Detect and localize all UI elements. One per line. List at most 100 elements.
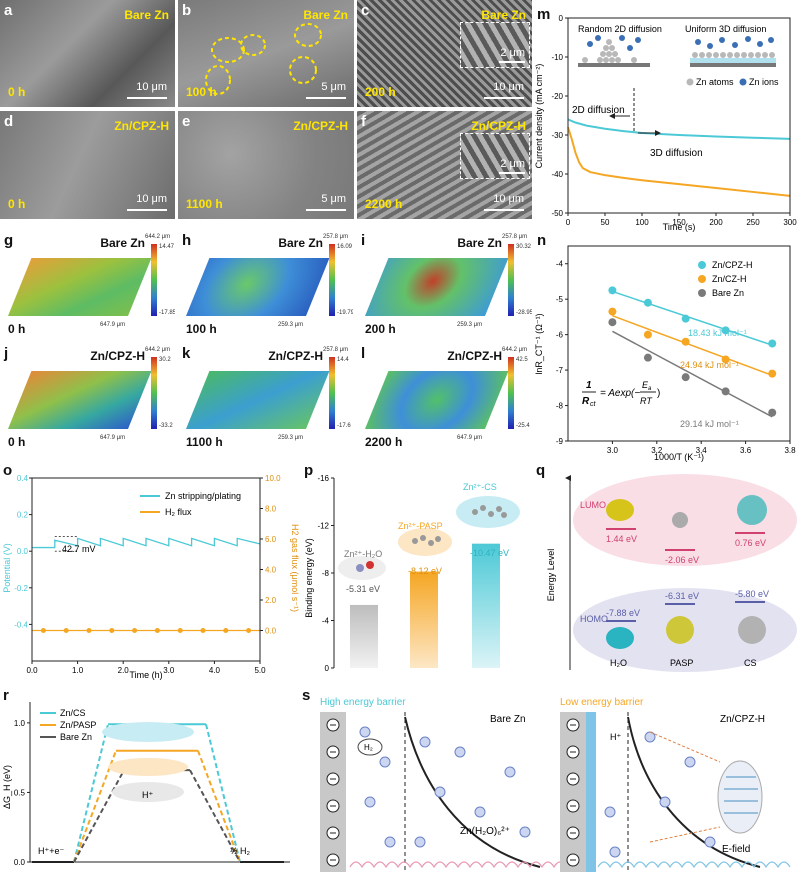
q-homo-0: -7.88 eV <box>606 608 640 618</box>
o-ytick-right: 10.0 <box>265 474 281 483</box>
map-cmax-l: 42.5 <box>516 357 528 363</box>
o-point <box>177 628 183 633</box>
panel-tag-h: h <box>182 232 192 249</box>
n-point <box>721 326 730 335</box>
panel-tag-a: a <box>4 2 13 19</box>
height-map-surface-k <box>186 371 330 429</box>
m-xtick: 300 <box>783 218 797 227</box>
o-ylabel-right: H2 gas flux (μmol s⁻¹) <box>290 524 300 612</box>
map-cmin-j: -33.2 <box>159 423 173 429</box>
r-cs-cloud <box>102 722 194 742</box>
o-xtick: 2.0 <box>118 666 130 675</box>
panel-tag-f: f <box>361 113 366 130</box>
n-legend-2: Bare Zn <box>712 288 744 298</box>
n-fit-2 <box>612 330 773 418</box>
map-cmax-g: 14.47 <box>159 244 175 250</box>
svg-text:a: a <box>648 386 652 392</box>
svg-text:= Aexp(−: = Aexp(− <box>600 388 640 399</box>
panel-tag-b: b <box>182 2 192 19</box>
panel-tag-c: c <box>361 2 370 19</box>
p-bar-0 <box>350 604 378 668</box>
p-ytick: -8 <box>322 569 330 578</box>
sem-inset-c: 2 μm <box>460 22 530 68</box>
o-point <box>246 628 252 633</box>
m-xtick: 100 <box>635 218 649 227</box>
colorbar-j <box>151 357 157 429</box>
r-fall-0 <box>205 724 241 863</box>
sem-image-c: c Bare Zn 200 h 10 μm 2 μm <box>357 0 532 107</box>
chart-m: Random 2D diffusion Uniform 3D diffusion… <box>534 14 797 232</box>
q-cs-homo-orbital <box>738 616 766 644</box>
n-point <box>643 298 652 307</box>
chart-r: 0.0 0.5 1.0 Zn/CS Zn/PASP Bare Zn H⁺ H⁺+e⁻… <box>2 702 290 867</box>
q-homo: HOMO <box>580 614 608 624</box>
height-map-surface-l <box>365 371 509 429</box>
p-cs-complex-cloud <box>456 496 520 528</box>
panel-tag-n: n <box>537 232 547 249</box>
q-pasp-homo-orbital <box>666 616 694 644</box>
n-xtick: 3.4 <box>696 446 708 455</box>
q-lumo-2: 0.76 eV <box>735 538 766 548</box>
m-ann-2d: 2D diffusion <box>572 105 625 116</box>
scale-bar-a <box>127 97 167 99</box>
scale-bar-b <box>306 97 346 99</box>
n-point <box>721 355 730 364</box>
map-cmax-k: 14.4 <box>337 357 349 363</box>
map-cmin-g: -17.85 <box>159 310 175 316</box>
zn-atom-legend-icon <box>686 78 694 86</box>
n-xtick: 3.0 <box>607 446 619 455</box>
map-side-i: 259.3 μm <box>457 322 483 328</box>
sem-label-d: Zn/CPZ-H <box>114 119 169 133</box>
sem-image-a: a Bare Zn 0 h 10 μm <box>0 0 175 107</box>
o-point <box>86 628 92 633</box>
s-left-electrode-charges <box>326 718 340 867</box>
o-ytick-right: 2.0 <box>265 596 277 605</box>
o-point <box>63 628 69 633</box>
o-ann: 42.7 mV <box>62 544 96 554</box>
n-ytick: -6 <box>556 331 564 340</box>
s-left-title: High energy barrier <box>320 697 406 708</box>
p-label-2: Zn²⁺-CS <box>463 482 497 492</box>
height-map-surface-i <box>365 258 509 316</box>
s-right-electrode-charges <box>566 718 580 867</box>
height-map-surface-j <box>8 371 152 429</box>
n-point <box>681 314 690 323</box>
r-rise-1 <box>73 750 117 863</box>
scale-bar-f <box>484 209 524 211</box>
svg-text:E: E <box>642 380 649 390</box>
n-point <box>608 318 617 327</box>
p-ytick: -12 <box>317 522 329 531</box>
map-top-l: 644.2 μm <box>502 347 528 353</box>
p-ytick: -16 <box>317 474 329 483</box>
sem-image-f: f Zn/CPZ-H 2200 h 10 μm 2 μm <box>357 111 532 219</box>
sem-time-e: 1100 h <box>186 197 223 211</box>
scale-bar-label-d: 10 μm <box>136 193 167 205</box>
map-top-g: 644.2 μm <box>145 234 171 240</box>
svg-text:): ) <box>657 388 660 399</box>
scale-bar-e <box>306 209 346 211</box>
q-lumo-1: -2.06 eV <box>665 555 699 565</box>
o-ytick-left: -0.2 <box>14 584 28 593</box>
p-bar-1 <box>410 571 438 668</box>
panel-tag-p: p <box>304 462 314 479</box>
map-top-k: 257.8 μm <box>323 347 349 353</box>
r-bare-cloud <box>112 782 184 802</box>
o-xlabel: Time (h) <box>129 670 162 680</box>
r-rise-0 <box>73 724 109 863</box>
n-ea-0: 18.43 kJ mol⁻¹ <box>688 328 747 338</box>
n-legend-0: Zn/CPZ-H <box>712 260 753 270</box>
n-point <box>768 408 777 417</box>
r-legend-1: Zn/PASP <box>60 720 96 730</box>
n-point <box>608 307 617 316</box>
n-point <box>681 337 690 346</box>
o-xtick: 3.0 <box>163 666 175 675</box>
p-value-2: -10.47 eV <box>470 548 509 558</box>
o-point <box>200 628 206 633</box>
n-xlabel: 1000/T (K⁻¹) <box>654 452 704 462</box>
sem-inset-f: 2 μm <box>460 133 530 179</box>
r-ytick: 0.5 <box>14 788 26 797</box>
chart-o: 0.0 1.0 2.0 3.0 4.0 5.0 0.4 0.2 0.0 -0.2 -0.4 10.0 8… <box>2 474 300 680</box>
n-legend-1: Zn/CZ-H <box>712 274 747 284</box>
s-efield: E-field <box>722 844 750 855</box>
